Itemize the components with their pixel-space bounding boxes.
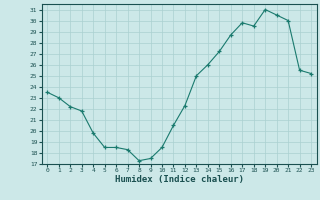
X-axis label: Humidex (Indice chaleur): Humidex (Indice chaleur) <box>115 175 244 184</box>
